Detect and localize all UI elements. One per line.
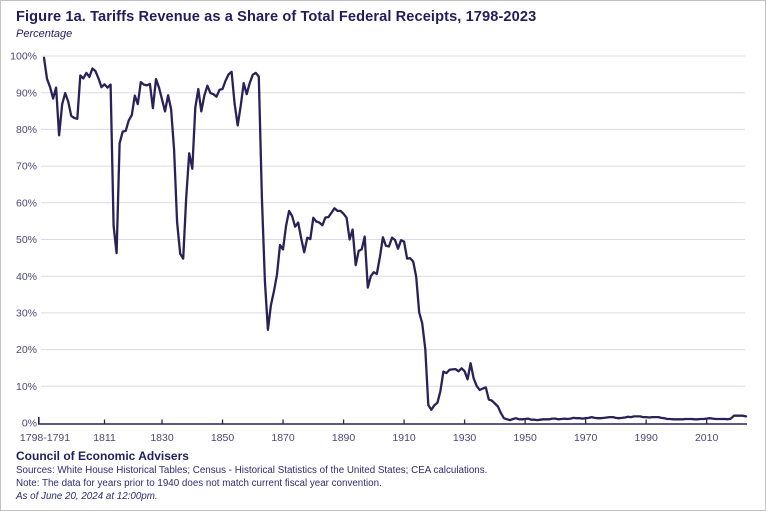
svg-text:60%: 60%	[16, 197, 37, 209]
svg-text:1850: 1850	[211, 432, 235, 444]
x-axis-line	[37, 417, 747, 425]
svg-text:1910: 1910	[392, 432, 416, 444]
x-axis-labels: 1798-1791 1811 1830 1850 1870 1890 1910 1930 195…	[20, 432, 719, 444]
svg-text:100%: 100%	[10, 51, 37, 63]
svg-text:2010: 2010	[695, 432, 719, 444]
grid-lines	[41, 55, 745, 387]
svg-text:1990: 1990	[634, 432, 658, 444]
svg-text:1970: 1970	[574, 432, 598, 444]
svg-text:50%: 50%	[16, 234, 37, 246]
svg-text:1811: 1811	[93, 432, 116, 444]
y-axis-labels: 0% 10% 20% 30% 40% 50% 60% 70% 80% 90% 100%	[10, 51, 37, 430]
svg-text:90%: 90%	[16, 87, 37, 99]
svg-text:1930: 1930	[453, 432, 477, 444]
footer-sources: Sources: White House Historical Tables; …	[16, 465, 488, 476]
svg-text:10%: 10%	[16, 381, 37, 393]
svg-text:20%: 20%	[16, 344, 37, 356]
tariff-share-line	[42, 56, 748, 422]
svg-text:1870: 1870	[271, 432, 295, 444]
svg-text:30%: 30%	[16, 308, 37, 320]
svg-text:1950: 1950	[513, 432, 537, 444]
x-axis-origin-label: 1798-1791	[20, 432, 70, 444]
chart-subtitle-percentage: Percentage	[16, 28, 73, 40]
svg-text:1890: 1890	[332, 432, 356, 444]
chart-footer: Council of Economic Advisers Sources: Wh…	[16, 450, 487, 501]
footer-as-of: As of June 20, 2024 at 12:00pm.	[16, 490, 158, 502]
svg-text:0%: 0%	[22, 418, 37, 430]
chart-title: Figure 1a. Tariffs Revenue as a Share of…	[16, 9, 537, 25]
svg-text:40%: 40%	[16, 271, 37, 283]
footer-org: Council of Economic Advisers	[16, 449, 189, 463]
svg-text:70%: 70%	[16, 161, 37, 173]
footer-note: Note: The data for years prior to 1940 d…	[16, 477, 382, 489]
svg-text:1830: 1830	[150, 432, 174, 444]
svg-text:80%: 80%	[16, 124, 37, 136]
